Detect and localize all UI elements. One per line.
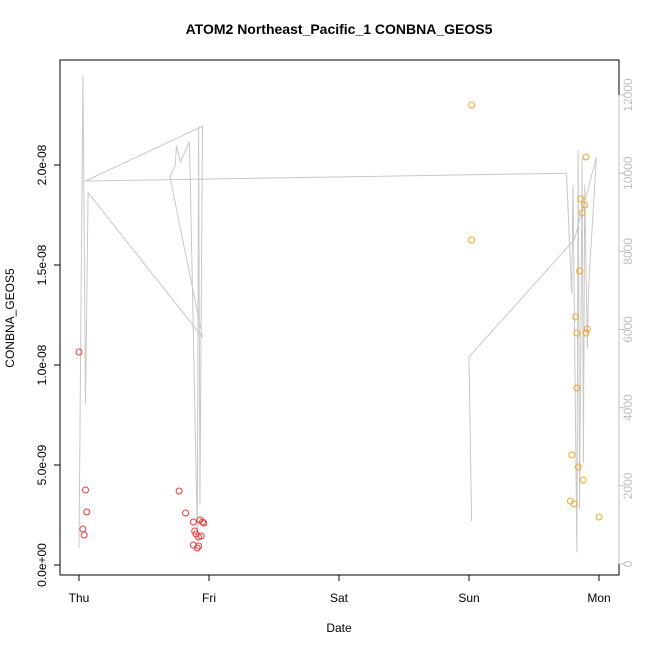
red-data-point [199, 518, 206, 526]
red-data-point [195, 542, 203, 550]
x-tick-label: Thu [69, 591, 90, 605]
orange-data-point [468, 101, 476, 109]
orange-data-point [595, 513, 603, 521]
orange-data-point [578, 209, 586, 217]
orange-data-point [583, 325, 591, 333]
x-axis-title: Date [326, 621, 352, 635]
orange-data-point [570, 500, 578, 508]
red-data-point [193, 544, 201, 552]
orange-data-point [582, 153, 590, 161]
right-y-tick-label: 8000 [621, 238, 635, 265]
plot-frame [59, 59, 620, 576]
orange-data-point [582, 329, 590, 337]
y-tick-label: 2.0e-08 [35, 144, 49, 185]
orange-data-point [568, 451, 576, 459]
orange-data-point [572, 313, 580, 321]
orange-data-point [579, 476, 587, 484]
altitude-line [78, 75, 597, 553]
red-data-point [189, 518, 197, 526]
right-y-tick-label: 10000 [621, 156, 635, 190]
red-data-point [80, 531, 88, 539]
red-data-point [200, 519, 208, 527]
red-data-point [182, 509, 190, 517]
red-data-point [197, 532, 205, 540]
red-data-point [75, 348, 83, 356]
right-y-tick-label: 4000 [621, 394, 635, 421]
right-y-tick-label: 0 [621, 560, 635, 567]
orange-data-point [574, 463, 582, 471]
red-data-point [79, 525, 87, 533]
x-tick-label: Fri [202, 591, 216, 605]
red-data-point [83, 508, 91, 516]
red-data-point [175, 487, 183, 495]
y-tick-label: 1.0e-08 [35, 344, 49, 385]
y-tick-label: 5.0e-09 [35, 444, 49, 485]
right-y-axis: 0 2000 4000 6000 8000 10000 12000 [618, 78, 635, 567]
red-data-point [82, 486, 89, 494]
chart-title: ATOM2 Northeast_Pacific_1 CONBNA_GEOS5 [186, 21, 493, 37]
orange-data-point [573, 329, 581, 337]
y-tick-label: 0.0e+00 [35, 543, 49, 587]
orange-data-point [573, 384, 581, 392]
right-y-tick-label: 6000 [621, 316, 635, 343]
orange-data-point [581, 201, 589, 209]
right-y-tick-label: 12000 [621, 78, 635, 112]
orange-data-point [468, 236, 476, 244]
data-points-layer [75, 101, 603, 552]
right-y-tick-label: 2000 [621, 472, 635, 499]
x-tick-label: Sat [330, 591, 349, 605]
x-tick-label: Mon [587, 591, 610, 605]
y-axis-title: CONBNA_GEOS5 [3, 268, 17, 368]
altitude-line-layer [78, 75, 597, 553]
x-axis: Thu Fri Sat Sun Mon [69, 575, 611, 605]
x-tick-label: Sun [458, 591, 479, 605]
y-tick-label: 1.5e-08 [35, 244, 49, 285]
orange-data-point [577, 195, 585, 203]
orange-data-point [576, 267, 583, 275]
y-axis: 0.0e+00 5.0e-09 1.0e-08 1.5e-08 2.0e-08 [35, 144, 60, 587]
